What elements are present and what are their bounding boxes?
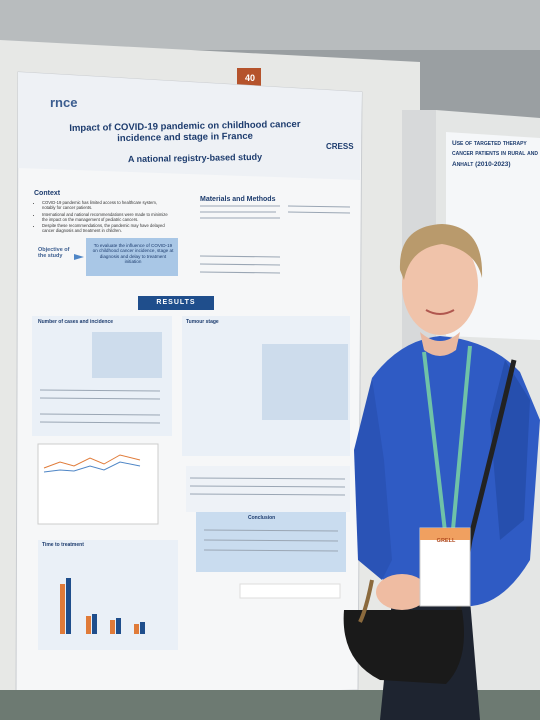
panel-heading: Number of cases and incidence	[38, 319, 114, 325]
results-banner	[138, 296, 214, 310]
text-line	[39, 421, 161, 424]
text-line	[287, 211, 351, 214]
badge-card	[419, 527, 471, 607]
text-line	[203, 529, 339, 532]
text-panel	[186, 466, 350, 512]
bag	[343, 610, 464, 684]
panel-heading: Time to treatment	[42, 542, 84, 548]
chart-line	[43, 461, 141, 473]
text-line	[189, 477, 346, 480]
text-line	[287, 205, 351, 208]
badge-name: GRELL	[436, 538, 456, 544]
text-line	[199, 255, 281, 258]
board-number-plate	[237, 68, 261, 90]
stage-table	[262, 344, 348, 420]
bar	[110, 620, 115, 634]
bar-chart	[60, 578, 145, 634]
face	[402, 235, 478, 335]
hands	[376, 574, 428, 610]
results-banner-text: RESULTS	[156, 299, 196, 306]
neck	[420, 332, 460, 356]
section-heading: Materials and Methods	[200, 196, 276, 203]
bullet: Despite these recommendations, the pande…	[42, 224, 169, 234]
bar	[92, 614, 97, 634]
right-sleeve	[490, 360, 530, 540]
bar	[134, 624, 139, 634]
bar	[116, 618, 121, 634]
chart-line	[43, 454, 141, 469]
neighbor-title: Use of targeted therapy cancer patients i…	[452, 140, 540, 171]
section-heading: Context	[34, 190, 61, 197]
lanyard	[422, 345, 472, 541]
text-line	[199, 263, 281, 266]
bullet: COVID-19 pandemic has limited access to …	[42, 200, 169, 211]
text-line	[199, 271, 281, 274]
text-line	[189, 493, 346, 496]
bullet: International and national recommendatio…	[42, 212, 169, 223]
poster-header	[18, 72, 362, 180]
title-line: Anhalt (2010-2023)	[452, 160, 511, 168]
left-sleeve	[354, 378, 392, 580]
text-line	[39, 389, 161, 392]
panel-heading: Conclusion	[248, 515, 276, 521]
text-line	[39, 413, 161, 416]
logo: rnce	[50, 95, 78, 110]
text-line	[189, 485, 346, 488]
board-number: 40	[244, 73, 255, 83]
ceiling	[0, 0, 540, 50]
text-line	[39, 397, 161, 400]
title-line: Use of targeted therapy	[452, 140, 527, 147]
objective-arrow	[74, 254, 84, 260]
conclusion-box	[196, 512, 346, 572]
objective-text: To evaluate the influence of COVID-19 on…	[92, 243, 174, 264]
text-line	[203, 549, 339, 552]
incidence-table	[92, 332, 162, 378]
objective-label: Objective of the study	[38, 247, 70, 260]
bar	[86, 616, 91, 634]
logos-strip	[239, 583, 341, 599]
brand: CRESS	[326, 142, 354, 151]
bar	[66, 578, 71, 634]
smile	[425, 309, 455, 315]
panel-heading: Tumour stage	[186, 319, 219, 325]
text-lines	[39, 205, 351, 552]
line-chart	[37, 443, 159, 525]
title-line: cancer patients in rural and	[452, 150, 538, 158]
bullet-list: COVID-19 pandemic has limited access to …	[34, 200, 169, 234]
hair	[399, 224, 483, 280]
badge-header	[420, 528, 470, 540]
text-line	[203, 539, 339, 542]
objective-box	[86, 238, 178, 276]
bar	[60, 584, 65, 634]
bag-tassel	[358, 579, 374, 623]
context-section: Context COVID-19 pandemic has limited ac…	[34, 190, 169, 236]
bag-strap	[451, 359, 517, 641]
bar	[140, 622, 145, 634]
